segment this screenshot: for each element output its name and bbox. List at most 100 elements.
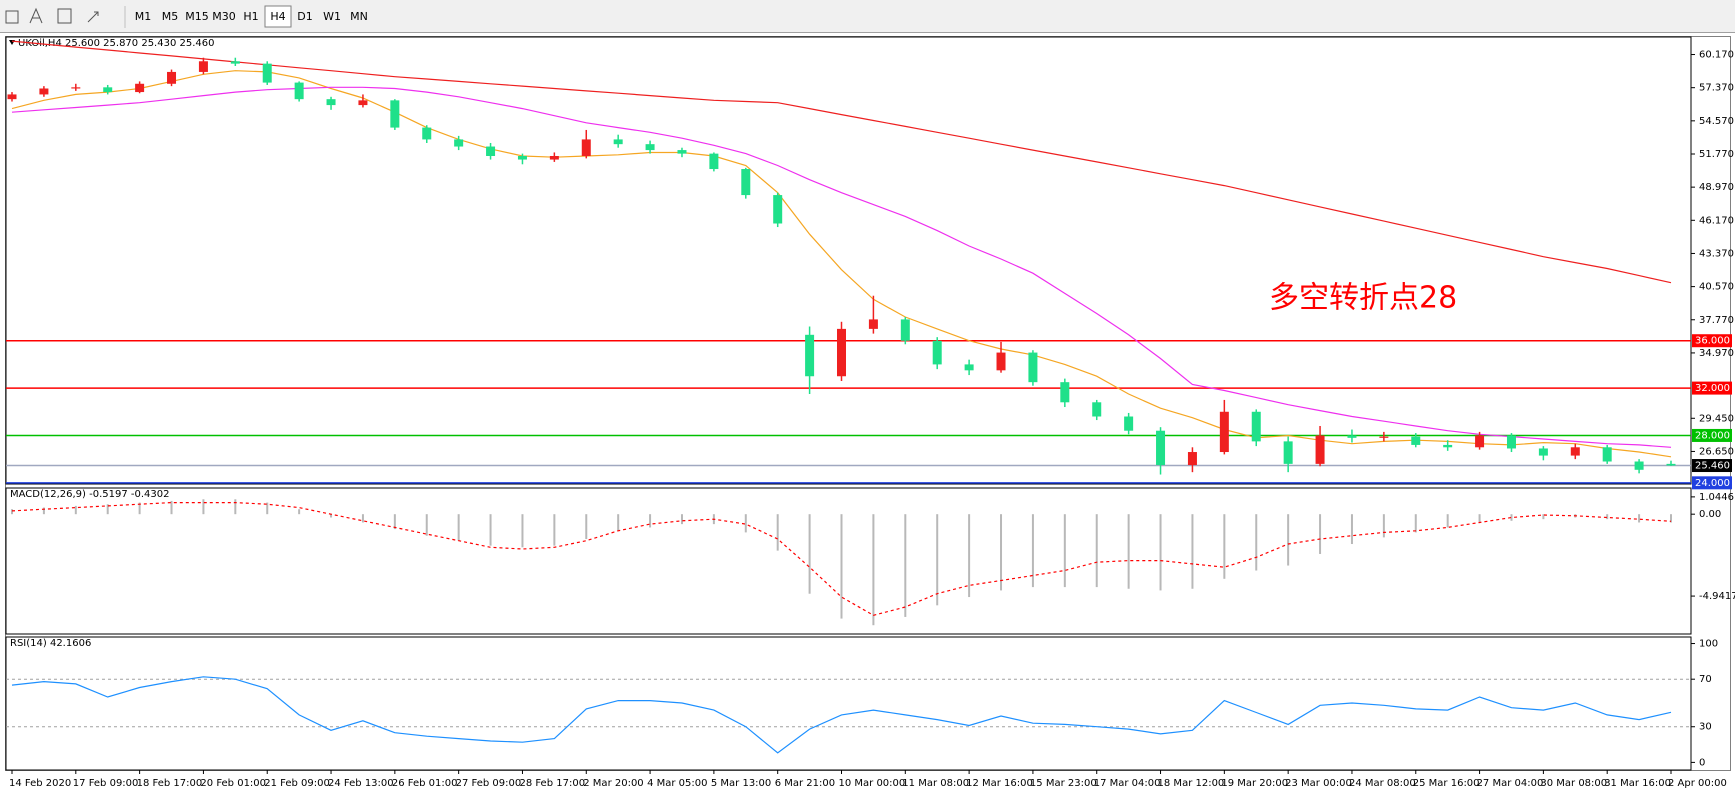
candle-body [805, 334, 815, 377]
level-label-box [1692, 381, 1732, 395]
macd-bar [1159, 514, 1162, 591]
candle-body [262, 63, 272, 83]
timeframe-label[interactable]: M30 [212, 10, 236, 23]
timeframe-button[interactable] [319, 6, 345, 27]
macd-bar [234, 499, 237, 515]
timeframe-label[interactable]: H4 [270, 10, 285, 23]
x-tick-label: 5 Mar 13:00 [711, 778, 771, 789]
moving-average [11, 70, 1672, 458]
macd-bar [457, 514, 460, 541]
x-tick-label: 2 Apr 00:00 [1668, 778, 1727, 789]
y-tick-label: 60.170 [1699, 50, 1734, 61]
x-tick-label: 10 Mar 00:00 [839, 778, 906, 789]
macd-bar [1638, 514, 1641, 523]
timeframe-bar: M1 M5 M15 M30 H1 H4 D1 W1 MN [130, 5, 372, 28]
candle-body [645, 144, 655, 151]
candle-body [900, 319, 910, 341]
y-tick-label: 46.170 [1699, 215, 1734, 226]
timeframe-label[interactable]: M1 [135, 10, 152, 23]
macd-bar [1414, 514, 1417, 533]
x-tick-label: 18 Feb 17:00 [137, 778, 203, 789]
x-tick-label: 25 Mar 16:00 [1413, 778, 1480, 789]
y-tick-label: 0 [1699, 757, 1705, 768]
macd-bar [1000, 514, 1003, 591]
candle-body [1092, 402, 1102, 417]
x-tick-label: 14 Feb 2020 [9, 778, 71, 789]
macd-bar [1191, 514, 1194, 589]
x-tick-label: 31 Mar 16:00 [1604, 778, 1671, 789]
moving-average [11, 40, 1672, 284]
chart-frame [5, 36, 1731, 771]
x-tick-label: 27 Feb 09:00 [456, 778, 522, 789]
timeframe-label[interactable]: D1 [297, 10, 312, 23]
candle-body [1283, 441, 1293, 464]
x-tick-label: 23 Mar 00:00 [1285, 778, 1352, 789]
text-icon[interactable] [29, 7, 43, 24]
macd-bar [202, 499, 205, 515]
panel-title: UKOil,H4 25.600 25.870 25.430 25.460 [18, 38, 215, 49]
macd-bar [1542, 514, 1545, 520]
timeframe-button[interactable] [264, 5, 292, 28]
y-tick-label: 100 [1699, 639, 1718, 650]
macd-bar [553, 514, 556, 546]
macd-bar [744, 514, 747, 533]
timeframe-button[interactable] [292, 6, 318, 27]
x-tick-label: 11 Mar 08:00 [902, 778, 969, 789]
macd-bar [1350, 514, 1353, 545]
tool-icons [5, 6, 126, 28]
candle-body [996, 352, 1006, 371]
timeframe-button[interactable] [238, 6, 264, 27]
macd-bar [393, 514, 396, 530]
timeframe-label[interactable]: W1 [323, 10, 341, 23]
x-tick-label: 30 Mar 08:00 [1540, 778, 1607, 789]
timeframe-label[interactable]: M5 [162, 10, 179, 23]
x-tick-label: 15 Mar 23:00 [1030, 778, 1097, 789]
candle-body [1219, 411, 1229, 453]
annotation: 多空转折点28 [1269, 281, 1457, 316]
x-tick-label: 24 Feb 13:00 [328, 778, 394, 789]
label-icon[interactable] [57, 8, 72, 24]
x-tick-label: 17 Mar 04:00 [1094, 778, 1161, 789]
x-tick-label: 17 Feb 09:00 [73, 778, 139, 789]
macd-bar [1255, 514, 1258, 571]
macd-bar [266, 502, 269, 515]
timeframe-button[interactable] [346, 6, 372, 27]
candle-body [1315, 435, 1325, 464]
level-label-box [1692, 459, 1732, 473]
timeframe-button[interactable] [130, 6, 156, 27]
timeframe-button[interactable] [211, 6, 237, 27]
macd-bar [106, 504, 109, 515]
candle-body [1347, 435, 1357, 438]
macd-bar [298, 509, 301, 515]
timeframe-button[interactable] [157, 6, 183, 27]
y-tick-label: 54.570 [1699, 116, 1734, 127]
level-label: 25.460 [1695, 461, 1730, 472]
level-label: 24.000 [1695, 478, 1730, 489]
timeframe-label[interactable]: M15 [185, 10, 209, 23]
panel-frame [5, 36, 1692, 485]
rsi-line [11, 676, 1672, 754]
timeframe-button[interactable] [184, 6, 210, 27]
candle-body [326, 99, 336, 106]
macd-bar [1478, 514, 1481, 523]
arrow-icon[interactable] [87, 11, 99, 23]
macd-bar [1319, 514, 1322, 554]
candle-body [454, 139, 464, 147]
y-tick-label: 57.370 [1699, 83, 1734, 94]
macd-bar [42, 507, 45, 515]
candle-body [71, 87, 81, 89]
macd-bar [1063, 514, 1066, 588]
panel-frame [5, 636, 1692, 771]
macd-bar [968, 514, 971, 598]
x-tick-label: 21 Feb 09:00 [264, 778, 330, 789]
candle-body [1570, 447, 1580, 456]
y-tick-label: 70 [1699, 674, 1712, 685]
candle-body [1187, 452, 1197, 466]
crosshair-icon[interactable] [5, 10, 19, 24]
candle-body [581, 139, 591, 157]
timeframe-label[interactable]: MN [350, 10, 368, 23]
candle-body [964, 364, 974, 371]
timeframe-label[interactable]: H1 [243, 10, 258, 23]
macd-bar [872, 514, 875, 626]
